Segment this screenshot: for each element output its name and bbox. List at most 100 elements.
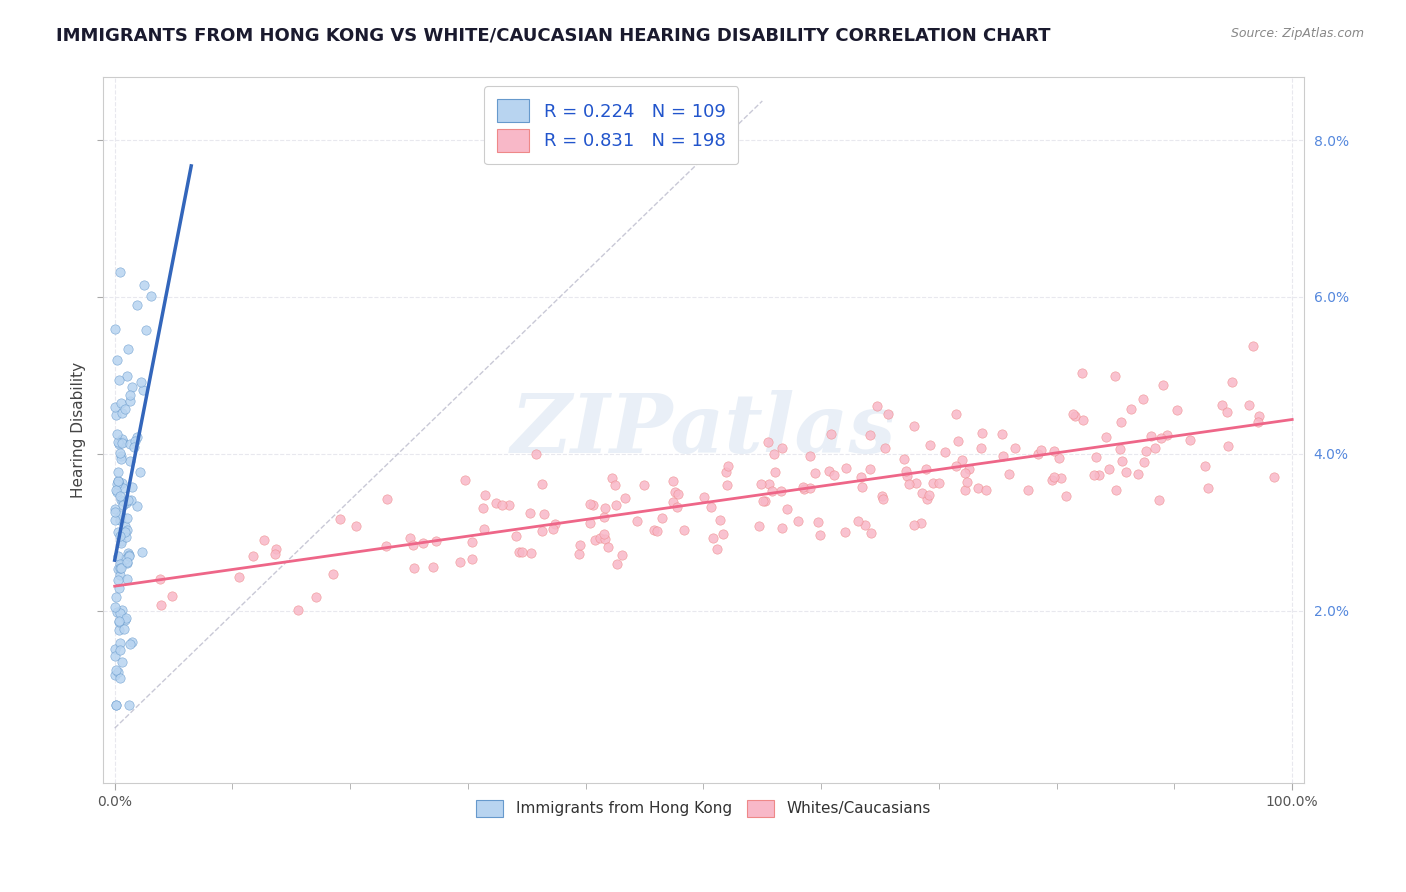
Point xyxy=(108,558,131,572)
Point xyxy=(898,477,921,491)
Point xyxy=(1247,415,1270,429)
Point xyxy=(110,395,132,409)
Point xyxy=(851,470,873,484)
Point xyxy=(110,568,132,582)
Point xyxy=(579,516,602,530)
Point xyxy=(1017,483,1039,497)
Point xyxy=(763,465,786,479)
Point xyxy=(162,589,184,603)
Point xyxy=(104,401,127,415)
Point xyxy=(716,478,738,492)
Point xyxy=(115,556,138,570)
Point xyxy=(510,544,533,558)
Point xyxy=(633,478,655,492)
Point xyxy=(322,567,344,582)
Point xyxy=(125,298,148,312)
Point xyxy=(110,635,132,649)
Point xyxy=(108,513,131,527)
Point xyxy=(1216,405,1239,419)
Point xyxy=(399,531,422,545)
Point xyxy=(1132,455,1154,469)
Point xyxy=(956,475,979,490)
Point xyxy=(846,514,869,528)
Point xyxy=(115,524,138,538)
Point xyxy=(118,548,141,562)
Point xyxy=(934,445,956,459)
Point xyxy=(953,466,976,480)
Point xyxy=(699,500,721,514)
Point xyxy=(117,493,139,508)
Point xyxy=(1115,466,1137,480)
Point xyxy=(921,475,943,490)
Point xyxy=(1095,430,1118,444)
Point xyxy=(945,407,967,421)
Point xyxy=(970,441,993,455)
Point xyxy=(1132,392,1154,406)
Point xyxy=(799,449,821,463)
Point xyxy=(1119,401,1142,416)
Point xyxy=(105,663,128,677)
Point xyxy=(544,517,567,532)
Point xyxy=(1144,441,1167,455)
Point xyxy=(454,474,477,488)
Point xyxy=(896,468,918,483)
Point xyxy=(108,581,131,595)
Point xyxy=(823,468,845,483)
Point xyxy=(568,547,591,561)
Point xyxy=(110,508,132,522)
Point xyxy=(762,447,785,461)
Point xyxy=(579,497,602,511)
Point xyxy=(1128,467,1150,481)
Point xyxy=(1088,468,1111,483)
Y-axis label: Hearing Disability: Hearing Disability xyxy=(72,362,86,499)
Point xyxy=(253,533,276,547)
Point xyxy=(910,516,932,531)
Point xyxy=(105,591,128,605)
Point xyxy=(787,514,810,528)
Point xyxy=(104,600,127,615)
Point xyxy=(115,496,138,510)
Point xyxy=(761,483,783,498)
Point xyxy=(1109,442,1132,457)
Point xyxy=(672,523,695,537)
Point xyxy=(107,524,129,539)
Point xyxy=(472,522,495,536)
Point xyxy=(117,368,139,383)
Point xyxy=(807,515,830,529)
Point xyxy=(645,524,668,538)
Point xyxy=(662,494,685,508)
Point xyxy=(132,383,155,397)
Point xyxy=(112,494,135,508)
Point xyxy=(752,494,775,508)
Point xyxy=(474,488,496,502)
Point xyxy=(870,489,893,503)
Point xyxy=(110,536,132,550)
Point xyxy=(972,425,994,440)
Point xyxy=(770,442,793,456)
Point xyxy=(1150,431,1173,445)
Point xyxy=(1040,473,1063,487)
Point xyxy=(375,491,398,506)
Point xyxy=(593,533,616,547)
Point xyxy=(105,476,128,491)
Point xyxy=(1097,462,1119,476)
Point xyxy=(104,513,127,527)
Point xyxy=(105,352,128,367)
Point xyxy=(915,491,938,506)
Point xyxy=(105,698,128,712)
Point xyxy=(1047,450,1070,465)
Legend: Immigrants from Hong Kong, Whites/Caucasians: Immigrants from Hong Kong, Whites/Caucas… xyxy=(468,792,939,825)
Point xyxy=(118,393,141,408)
Point xyxy=(603,478,626,492)
Point xyxy=(524,447,547,461)
Point xyxy=(131,545,153,559)
Point xyxy=(111,406,134,420)
Point xyxy=(651,510,673,524)
Point xyxy=(1109,415,1132,429)
Point xyxy=(132,278,155,293)
Point xyxy=(593,527,616,541)
Point xyxy=(1049,471,1071,485)
Point xyxy=(1152,378,1174,392)
Point xyxy=(643,524,665,538)
Point xyxy=(804,466,827,480)
